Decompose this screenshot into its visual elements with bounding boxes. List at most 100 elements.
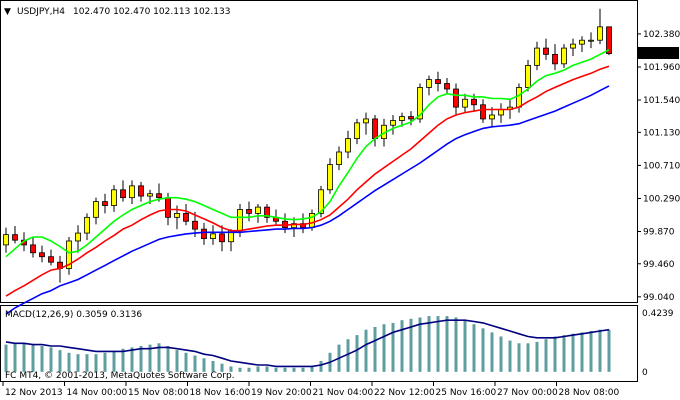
candle	[453, 83, 459, 115]
candle-body-bear	[444, 83, 450, 90]
candle	[426, 75, 432, 96]
candle	[354, 118, 360, 145]
candle	[390, 115, 396, 135]
candle-body-bull	[462, 98, 468, 108]
candle-body-bear	[138, 185, 144, 197]
macd-bar	[274, 367, 278, 372]
candle-body-bull	[399, 116, 405, 121]
candle-body-bear	[543, 47, 549, 55]
macd-bar	[31, 344, 35, 372]
candle-body-bear	[219, 233, 225, 243]
candle	[489, 107, 495, 127]
time-tick-label: 14 Nov 00:00	[67, 388, 128, 398]
candle-body-bear	[165, 197, 171, 218]
macd-bar	[607, 329, 611, 372]
macd-bar	[589, 331, 593, 372]
macd-bar	[418, 317, 422, 372]
candle	[435, 71, 441, 92]
macd-bar	[373, 326, 377, 372]
candle	[48, 249, 54, 266]
macd-bar	[562, 335, 566, 372]
candle-body-bull	[354, 122, 360, 140]
current-price-tag	[638, 47, 679, 59]
macd-bar	[535, 341, 539, 372]
macd-bar	[121, 348, 125, 372]
candle	[120, 180, 126, 202]
candle-body-bear	[192, 220, 198, 230]
candle	[255, 203, 261, 223]
candle	[183, 203, 189, 226]
macd-bar	[247, 367, 251, 372]
candle-body-bull	[129, 185, 135, 199]
candle-body-bear	[156, 193, 162, 199]
symbol-dropdown-icon[interactable]: ▼	[4, 7, 11, 17]
macd-bar	[166, 346, 170, 372]
macd-bar	[103, 352, 107, 372]
time-tick-label: 28 Nov 08:00	[559, 388, 620, 398]
candle-body-bull	[417, 87, 423, 120]
candle-body-bull	[426, 79, 432, 88]
candle	[138, 181, 144, 202]
macd-bar	[148, 344, 152, 372]
macd-bar	[391, 322, 395, 372]
candle-body-bear	[12, 234, 18, 241]
macd-axis-max: 0.4239	[642, 309, 674, 319]
price-axis: 102.380 101.960 101.540 101.130 100.710 100.2…	[637, 30, 680, 303]
candle	[93, 197, 99, 225]
candle-body-bear	[471, 98, 477, 106]
macd-bar	[436, 316, 440, 372]
macd-bar	[58, 350, 62, 372]
candle-body-bear	[552, 53, 558, 65]
candle	[579, 36, 585, 53]
candle-body-bull	[588, 39, 594, 42]
time-tick-label: 15 Nov 08:00	[128, 388, 189, 398]
time-tick-label: 21 Nov 04:00	[313, 388, 374, 398]
ohlc-readout: 102.470 102.470 102.113 102.133	[73, 7, 230, 17]
macd-bar	[85, 354, 89, 372]
macd-bar	[4, 344, 8, 372]
price-tick-label: 100.290	[643, 194, 680, 204]
candle-body-bear	[30, 244, 36, 254]
candle-body-bull	[498, 109, 504, 116]
candle-body-bear	[435, 79, 441, 84]
macd-bar	[382, 324, 386, 372]
candle	[345, 130, 351, 159]
time-tick-label: 19 Nov 20:00	[251, 388, 312, 398]
macd-bar	[229, 366, 233, 372]
macd-bar	[499, 336, 503, 372]
macd-bar	[238, 367, 242, 372]
candle	[561, 44, 567, 68]
macd-bar	[445, 316, 449, 372]
macd-bar	[472, 324, 476, 372]
macd-bar	[40, 346, 44, 372]
macd-bar	[598, 329, 602, 372]
macd-bar	[526, 343, 530, 372]
candle	[264, 203, 270, 223]
candle-body-bull	[363, 118, 369, 124]
candle-body-bull	[561, 47, 567, 65]
macd-histogram	[4, 316, 611, 372]
candle	[480, 99, 486, 123]
candle-body-bull	[3, 234, 9, 246]
macd-bar	[76, 354, 80, 372]
candle-body-bull	[210, 233, 216, 239]
macd-signal-line	[5, 319, 610, 368]
macd-bar	[310, 366, 314, 372]
candle-body-bull	[327, 164, 333, 191]
candle-body-bull	[345, 138, 351, 153]
candle-body-bull	[579, 39, 585, 45]
macd-bar	[94, 354, 98, 372]
candle	[534, 41, 540, 71]
macd-bar	[454, 317, 458, 372]
macd-bar	[283, 367, 287, 372]
macd-bar	[184, 352, 188, 372]
candle-body-bull	[174, 213, 180, 218]
macd-bar	[364, 329, 368, 372]
time-tick-label: 27 Nov 00:00	[497, 388, 558, 398]
time-tick-label: 22 Nov 12:00	[374, 388, 435, 398]
candle	[12, 226, 18, 244]
candle	[30, 237, 36, 258]
candle-body-bull	[570, 43, 576, 49]
